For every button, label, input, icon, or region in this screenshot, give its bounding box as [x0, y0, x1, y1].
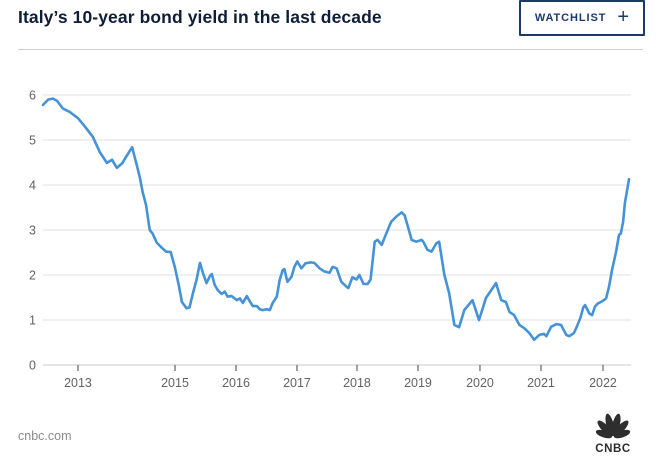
y-tick-label: 3	[29, 224, 36, 238]
cnbc-logo: CNBC	[591, 409, 635, 455]
page-title: Italy’s 10-year bond yield in the last d…	[18, 7, 382, 27]
x-tick-label: 2022	[589, 376, 617, 390]
y-tick-label: 1	[29, 314, 36, 328]
x-tick-label: 2021	[527, 376, 555, 390]
cnbc-peacock-icon	[595, 413, 631, 439]
cnbc-logo-text: CNBC	[595, 443, 631, 455]
x-tick-label: 2020	[466, 376, 494, 390]
y-tick-label: 0	[29, 359, 36, 373]
yield-line	[41, 97, 631, 342]
watchlist-button[interactable]: WATCHLIST +	[518, 0, 645, 36]
header-divider	[18, 49, 643, 50]
x-tick-label: 2013	[64, 376, 92, 390]
watchlist-button-label: WATCHLIST	[534, 12, 607, 24]
plus-icon: +	[617, 6, 629, 28]
source-attribution: cnbc.com	[18, 429, 72, 443]
x-tick-label: 2019	[404, 376, 432, 390]
x-tick-label: 2016	[222, 376, 250, 390]
x-tick-label: 2018	[343, 376, 371, 390]
y-tick-label: 6	[29, 89, 36, 103]
y-tick-label: 4	[29, 179, 36, 193]
x-tick-label: 2015	[161, 376, 189, 390]
y-tick-label: 5	[29, 134, 36, 148]
y-tick-label: 2	[29, 269, 36, 283]
x-tick-label: 2017	[283, 376, 311, 390]
